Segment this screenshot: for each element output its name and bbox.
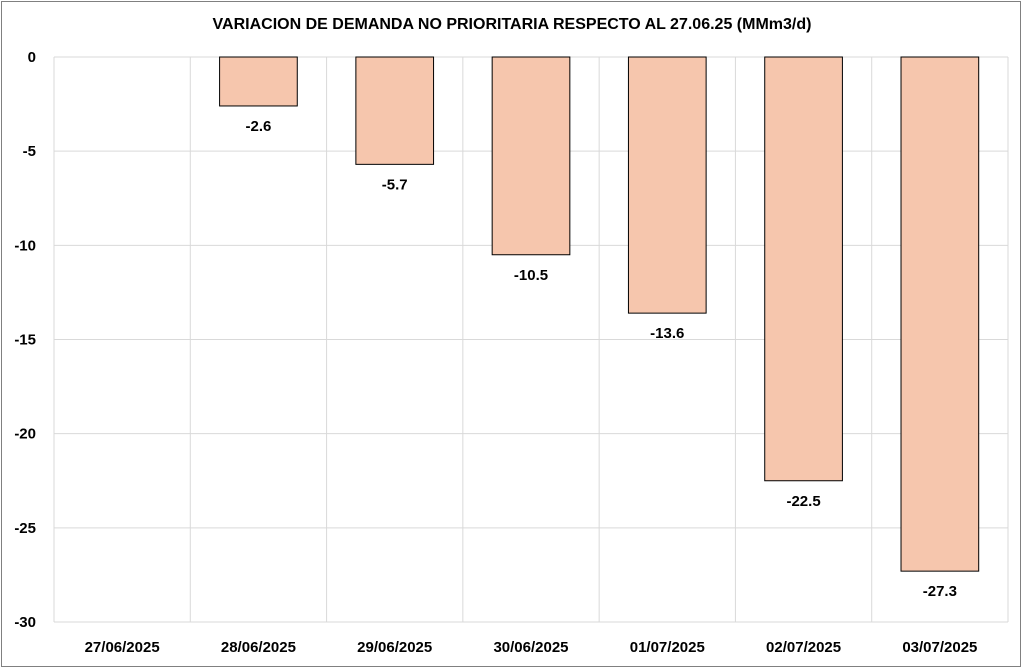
bars <box>219 56 980 572</box>
x-tick-label: 03/07/2025 <box>902 639 977 656</box>
x-tick-label: 02/07/2025 <box>766 639 841 656</box>
x-tick-label: 01/07/2025 <box>630 639 705 656</box>
y-tick-label: -5 <box>23 143 36 160</box>
x-axis: 27/06/2025 28/06/2025 29/06/2025 30/06/2025… <box>85 639 978 656</box>
y-axis: 0 -5 -10 -15 -20 -25 -30 <box>14 49 36 631</box>
y-tick-label: -10 <box>14 237 36 254</box>
grid-lines <box>53 56 1009 623</box>
bar <box>491 56 571 256</box>
bar <box>219 56 298 107</box>
y-tick-label: -20 <box>14 426 36 443</box>
x-tick-label: 27/06/2025 <box>85 639 160 656</box>
data-label: -2.6 <box>245 118 271 135</box>
y-tick-label: -15 <box>14 332 36 349</box>
data-labels: -2.6 -5.7 -10.5 -13.6 -22.5 -27.3 <box>245 118 956 600</box>
chart-title: VARIACION DE DEMANDA NO PRIORITARIA RESP… <box>213 16 812 33</box>
y-tick-label: -30 <box>14 614 36 631</box>
bar <box>627 56 707 314</box>
data-label: -10.5 <box>514 267 548 284</box>
bar <box>900 56 980 572</box>
x-tick-label: 30/06/2025 <box>493 639 568 656</box>
y-tick-label: -25 <box>14 520 36 537</box>
x-tick-label: 29/06/2025 <box>357 639 432 656</box>
data-label: -5.7 <box>382 176 408 193</box>
bar <box>355 56 435 165</box>
data-label: -22.5 <box>786 493 820 510</box>
y-tick-label: 0 <box>28 49 36 66</box>
data-label: -27.3 <box>923 583 957 600</box>
bar <box>764 56 843 482</box>
data-label: -13.6 <box>650 325 684 342</box>
x-tick-label: 28/06/2025 <box>221 639 296 656</box>
